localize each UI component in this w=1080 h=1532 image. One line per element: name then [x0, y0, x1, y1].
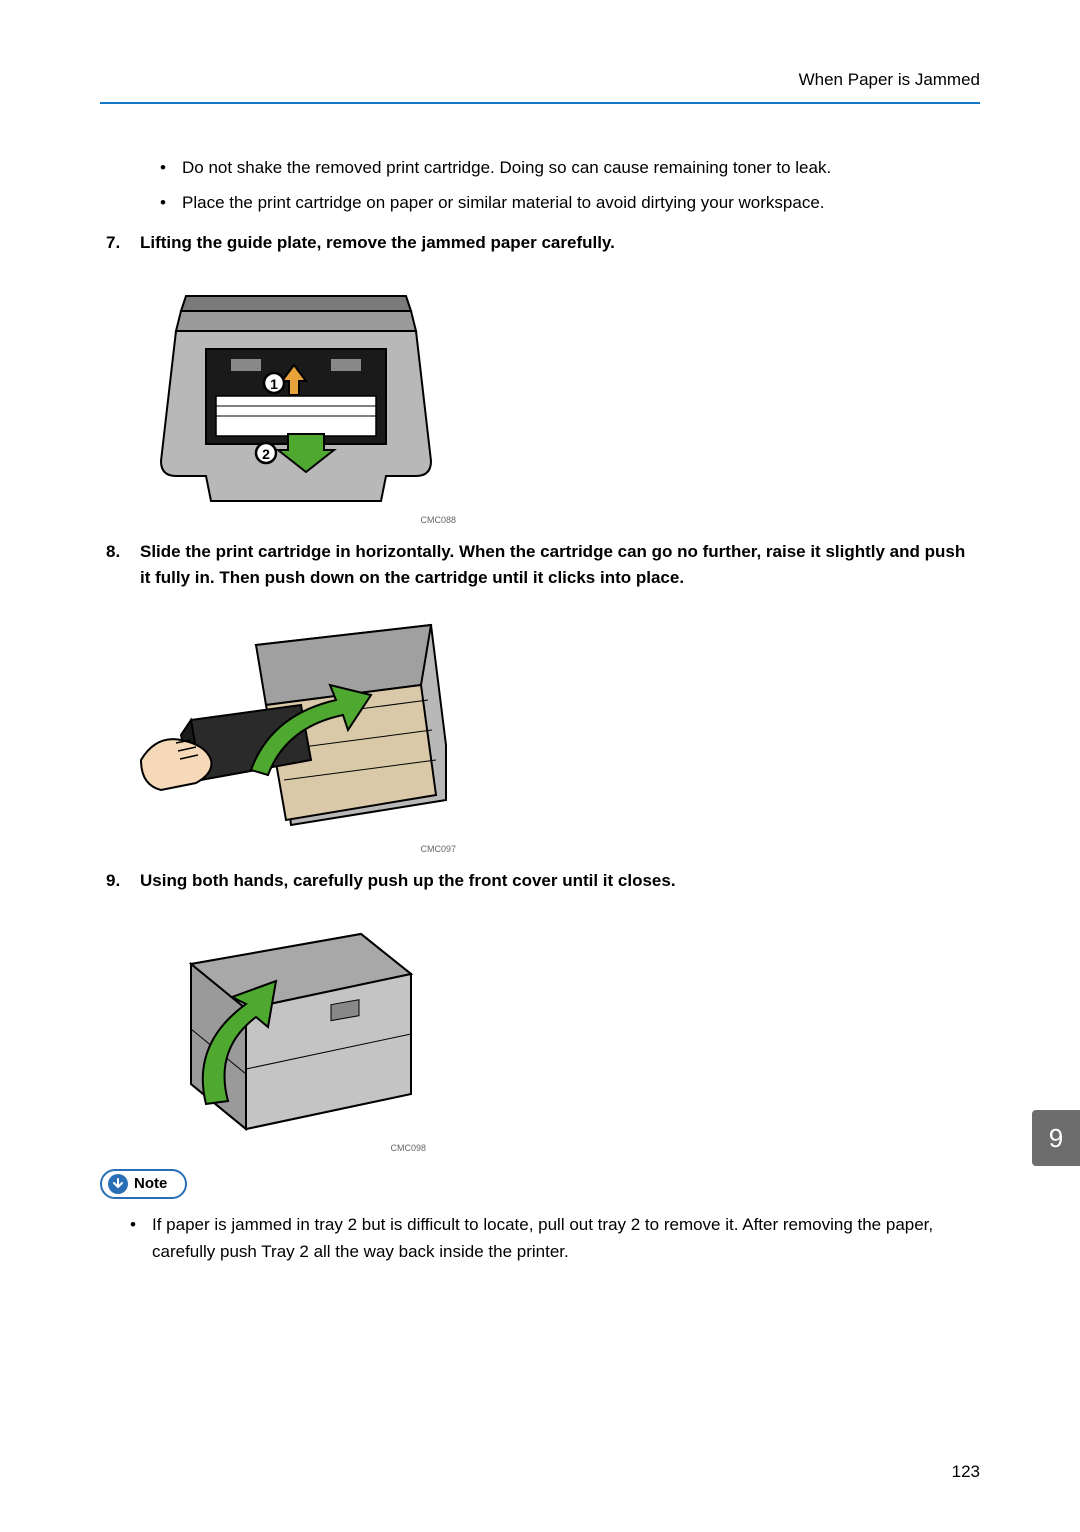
chapter-tab: 9	[1032, 1110, 1080, 1166]
svg-text:1: 1	[270, 376, 278, 392]
down-arrow-icon	[108, 1174, 128, 1194]
page-number: 123	[952, 1462, 980, 1482]
step-8: 8. Slide the print cartridge in horizont…	[106, 539, 980, 592]
intro-bullet: Do not shake the removed print cartridge…	[160, 154, 980, 181]
note-title: Note	[134, 1175, 167, 1192]
intro-bullet-list: Do not shake the removed print cartridge…	[160, 154, 980, 216]
figure-caption: CMC098	[136, 1143, 426, 1153]
step-text: Using both hands, carefully push up the …	[140, 868, 980, 894]
intro-bullet: Place the print cartridge on paper or si…	[160, 189, 980, 216]
note-item: If paper is jammed in tray 2 but is diff…	[130, 1211, 980, 1265]
step-text: Lifting the guide plate, remove the jamm…	[140, 230, 980, 256]
figure-8: CMC097	[136, 605, 980, 854]
note-label: Note	[100, 1169, 187, 1199]
figure-9: CMC098	[136, 909, 980, 1153]
step-text: Slide the print cartridge in horizontall…	[140, 539, 980, 592]
step-9: 9. Using both hands, carefully push up t…	[106, 868, 980, 894]
figure-caption: CMC088	[136, 515, 456, 525]
step-number: 9.	[106, 868, 132, 894]
step-number: 7.	[106, 230, 132, 256]
page-header: When Paper is Jammed	[100, 70, 980, 104]
figure-caption: CMC097	[136, 844, 456, 854]
note-list: If paper is jammed in tray 2 but is diff…	[130, 1211, 980, 1265]
figure-7: 1 2 CMC088	[136, 271, 980, 525]
svg-text:2: 2	[262, 446, 270, 462]
step-7: 7. Lifting the guide plate, remove the j…	[106, 230, 980, 256]
step-number: 8.	[106, 539, 132, 592]
